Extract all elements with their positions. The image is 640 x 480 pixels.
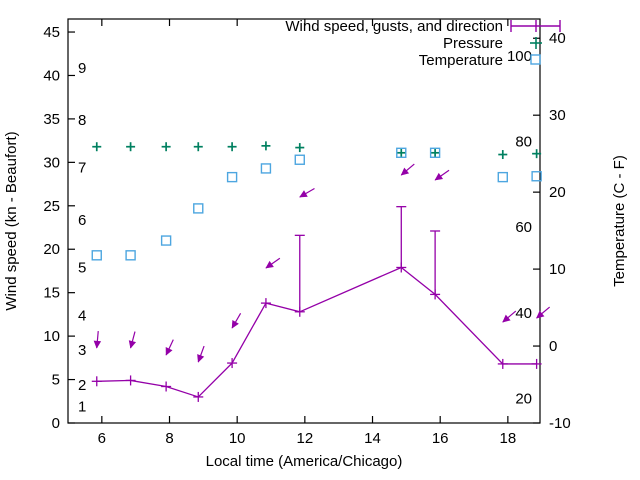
left-tick-label: 35 <box>43 111 60 128</box>
temperature-point <box>429 147 441 158</box>
left-tick-label: 0 <box>52 415 60 432</box>
wind-direction-arrow <box>165 339 174 356</box>
bottom-tick-label: 14 <box>364 430 381 447</box>
beaufort-label: 6 <box>78 212 86 229</box>
bottom-tick-label: 8 <box>165 430 173 447</box>
temperature-point <box>294 154 305 165</box>
right-tick-label: 10 <box>549 261 566 278</box>
temperature-point <box>396 147 407 158</box>
temperature-point <box>531 171 542 182</box>
wind-direction-arrow <box>502 310 517 323</box>
bottom-tick-label: 10 <box>229 430 246 447</box>
right-tick-label: 40 <box>549 30 566 47</box>
fahrenheit-label: 40 <box>515 305 532 322</box>
fahrenheit-label: 20 <box>515 391 532 408</box>
temperature-point <box>193 203 204 214</box>
bottom-axis-tick-labels: 6 8 10 12 14 16 18 <box>98 430 517 447</box>
wind-direction-arrow <box>265 257 281 269</box>
legend-marker-wind <box>510 20 561 32</box>
bottom-tick-label: 18 <box>500 430 517 447</box>
fahrenheit-scale-labels: 20 40 60 80 100 <box>507 48 532 407</box>
series-wind-direction-arrows <box>93 163 551 363</box>
temperature-point <box>497 171 508 183</box>
temperature-point <box>125 250 136 261</box>
legend-item-wind-label: Wind speed, gusts, and direction <box>285 18 503 35</box>
wind-direction-arrow <box>93 331 102 349</box>
left-tick-label: 20 <box>43 241 60 258</box>
beaufort-label: 5 <box>78 260 86 277</box>
right-tick-label: 20 <box>549 184 566 201</box>
wind-direction-arrow <box>231 312 242 329</box>
wind-direction-arrow <box>128 331 137 349</box>
left-axis-ticks <box>68 31 75 424</box>
series-pressure <box>92 141 542 160</box>
bottom-tick-label: 6 <box>98 430 106 447</box>
temperature-point <box>226 171 238 183</box>
temperature-point <box>91 250 102 261</box>
fahrenheit-label: 80 <box>515 134 532 151</box>
legend-item-pressure-label: Pressure <box>443 35 503 52</box>
right-tick-label: -10 <box>549 415 571 432</box>
plot-frame <box>67 18 541 424</box>
y2-axis-title: Temperature (C - F) <box>611 155 628 287</box>
series-temperature <box>91 147 542 261</box>
temperature-point <box>160 235 172 246</box>
beaufort-label: 4 <box>78 307 86 324</box>
fahrenheit-label: 60 <box>515 219 532 236</box>
beaufort-scale-labels: 1 2 3 4 5 6 7 8 9 <box>78 60 86 416</box>
left-axis-tick-labels: 0 5 10 15 20 25 30 35 40 45 <box>43 24 60 432</box>
left-tick-label: 30 <box>43 154 60 171</box>
left-tick-label: 25 <box>43 198 60 215</box>
wind-direction-arrow <box>197 345 205 363</box>
beaufort-label: 8 <box>78 112 86 129</box>
wind-direction-arrow <box>536 306 551 319</box>
bottom-tick-label: 16 <box>432 430 449 447</box>
legend-marker-temperature <box>530 54 541 65</box>
left-tick-label: 10 <box>43 328 60 345</box>
temperature-point <box>260 163 272 174</box>
bottom-tick-label: 12 <box>297 430 314 447</box>
right-tick-label: 0 <box>549 338 557 355</box>
beaufort-label: 3 <box>78 342 86 359</box>
series-gusts <box>294 206 441 312</box>
right-tick-label: 30 <box>549 107 566 124</box>
beaufort-label: 2 <box>78 377 86 394</box>
left-tick-label: 5 <box>52 372 60 389</box>
left-tick-label: 45 <box>43 24 60 41</box>
beaufort-label: 1 <box>78 399 86 416</box>
legend-item-temperature-label: Temperature <box>419 52 503 69</box>
x-axis-title: Local time (America/Chicago) <box>206 453 403 470</box>
fahrenheit-label: 100 <box>507 48 532 65</box>
legend-marker-pressure <box>530 37 542 49</box>
right-axis-ticks <box>533 37 540 424</box>
beaufort-label: 9 <box>78 60 86 77</box>
chart-legend: Wind speed, gusts, and direction Pressur… <box>285 18 561 69</box>
wind-direction-arrow <box>400 163 415 176</box>
left-tick-label: 40 <box>43 67 60 84</box>
wind-direction-arrow <box>299 187 315 198</box>
beaufort-label: 7 <box>78 160 86 177</box>
left-tick-label: 15 <box>43 285 60 302</box>
bottom-axis-ticks <box>101 416 509 423</box>
right-axis-tick-labels: -10 0 10 20 30 40 <box>549 30 571 432</box>
y-axis-title: Wind speed (kn - Beaufort) <box>3 131 20 310</box>
top-axis-ticks <box>101 19 509 26</box>
wind-direction-arrow <box>434 169 450 181</box>
